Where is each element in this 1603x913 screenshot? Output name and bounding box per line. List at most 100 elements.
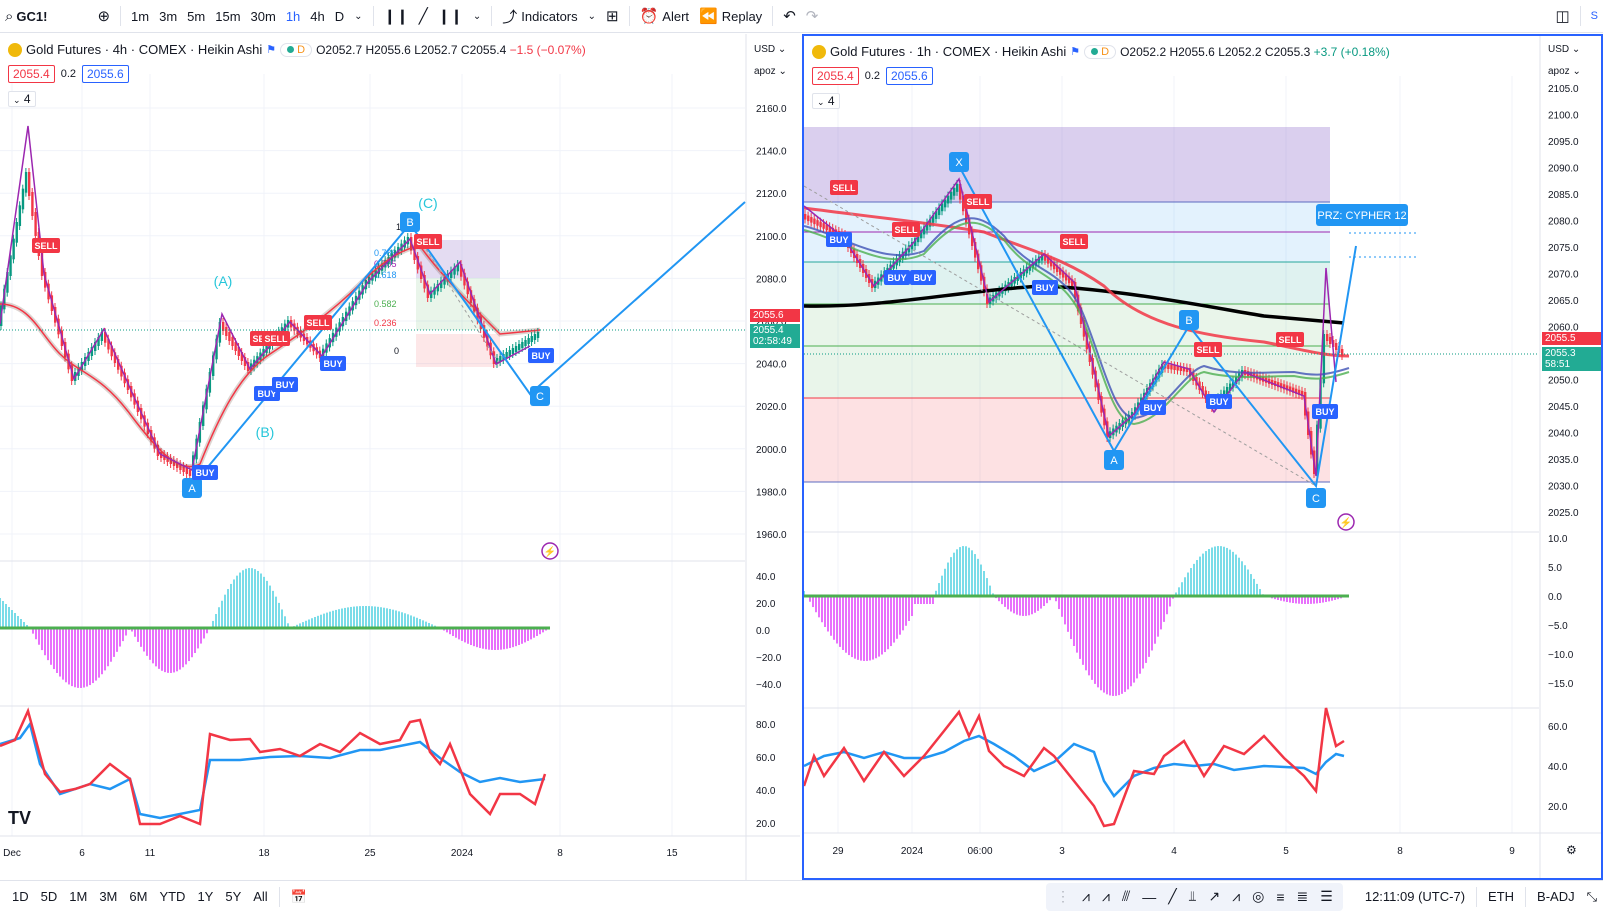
left-chart-pane[interactable]: Gold Futures · 4h · COMEX · Heikin Ashi …	[0, 34, 800, 880]
bid-button[interactable]: 2055.4	[812, 67, 859, 85]
lightning-icon[interactable]	[1337, 513, 1355, 531]
bid-button[interactable]: 2055.4	[8, 65, 55, 83]
sell-signal[interactable]: SELL	[964, 194, 992, 209]
interval-30m[interactable]: 30m	[250, 8, 276, 24]
ask-button[interactable]: 2055.6	[82, 65, 129, 83]
range-ytd[interactable]: YTD	[159, 889, 186, 904]
compare-button[interactable]: ⊕	[92, 0, 115, 33]
range-1d[interactable]: 1D	[12, 889, 29, 904]
marker-c[interactable]: C	[530, 386, 550, 406]
interval-3m[interactable]: 3m	[159, 8, 178, 24]
right-chart-title[interactable]: Gold Futures · 1h · COMEX · Heikin Ashi	[830, 44, 1067, 59]
templates-button[interactable]: ⊞	[601, 0, 624, 33]
date-range-button[interactable]: 📅	[285, 881, 313, 913]
right-time-axis[interactable]: 29 2024 06:00 3 4 5 8 9	[832, 846, 1515, 857]
buy-signal[interactable]: BUY	[320, 356, 346, 371]
marker-b[interactable]: B	[400, 212, 420, 232]
interval-1m[interactable]: 1m	[131, 8, 150, 24]
session-button[interactable]: ETH	[1488, 889, 1515, 904]
fib-retracement-icon[interactable]: ≡	[1276, 888, 1285, 905]
buy-signal[interactable]: BUY	[272, 377, 298, 392]
parallel-channel-icon[interactable]: ⫻	[1121, 888, 1131, 904]
redo-button[interactable]: ↷	[801, 0, 824, 33]
data-status-badge[interactable]: D	[280, 42, 313, 57]
tradingview-logo-icon[interactable]: TV	[8, 808, 31, 828]
right-chart-pane[interactable]: Gold Futures · 1h · COMEX · Heikin Ashi …	[802, 34, 1603, 880]
buy-signal[interactable]: BUY	[1032, 280, 1058, 295]
abcd-pattern-icon[interactable]: ⩘	[1101, 888, 1110, 904]
interval-5m[interactable]: 5m	[187, 8, 206, 24]
marker-b[interactable]: B	[1179, 310, 1199, 330]
chart-type-button[interactable]: ╱	[414, 0, 433, 33]
trend-line-icon[interactable]: ╱	[1168, 888, 1177, 904]
flag-icon[interactable]: ⚑	[266, 44, 277, 56]
sell-signal[interactable]: SELL	[892, 222, 920, 237]
sell-signal[interactable]: SELL	[1276, 332, 1304, 347]
clock-display[interactable]: 12:11:09 (UTC-7)	[1364, 889, 1466, 904]
head-shoulders-icon[interactable]: ⩘	[1232, 888, 1241, 904]
layout-button[interactable]: ◫	[1550, 0, 1574, 33]
undo-button[interactable]: ↶	[778, 0, 801, 33]
fib-extension-icon[interactable]: ≣	[1296, 888, 1309, 904]
buy-signal[interactable]: BUY	[1140, 400, 1166, 415]
replay-button[interactable]: ⏪ Replay	[694, 0, 767, 33]
fib-circle-icon[interactable]: ◎	[1252, 888, 1265, 904]
prz-label[interactable]: PRZ: CYPHER 12	[1316, 204, 1408, 226]
alert-button[interactable]: ⏰ Alert	[635, 0, 694, 33]
ask-button[interactable]: 2055.6	[886, 67, 933, 85]
buy-signal[interactable]: BUY	[528, 348, 554, 363]
marker-a[interactable]: A	[182, 478, 202, 498]
currency-selector[interactable]: USD ⌄	[754, 44, 786, 55]
drag-handle-icon[interactable]: ⋮	[1056, 888, 1071, 904]
flag-icon[interactable]: ⚑	[1070, 46, 1081, 58]
buy-signal[interactable]: BUY	[826, 232, 852, 247]
symbol-search[interactable]: ⌕ GC1!	[0, 0, 52, 33]
left-chart-canvas[interactable]: 1 0.786 0.705 0.618 0.582 0.236 0 A B C …	[0, 34, 800, 880]
marker-a[interactable]: A	[1104, 450, 1124, 470]
right-panel-button[interactable]: S	[1590, 10, 1598, 22]
marker-c[interactable]: C	[1306, 488, 1326, 508]
interval-dropdown[interactable]: ⌄	[349, 0, 367, 33]
left-chart-title[interactable]: Gold Futures · 4h · COMEX · Heikin Ashi	[26, 42, 263, 57]
scale-selector[interactable]: apoz ⌄	[754, 66, 787, 77]
sell-signal[interactable]: SELL	[414, 234, 442, 249]
legend-collapse-button[interactable]: ⌄ 4	[8, 91, 36, 107]
interval-4h[interactable]: 4h	[310, 8, 325, 24]
range-5d[interactable]: 5D	[40, 889, 58, 904]
scale-selector[interactable]: apoz ⌄	[1548, 66, 1581, 77]
range-3m[interactable]: 3M	[99, 889, 118, 904]
gear-icon[interactable]: ⚙	[1566, 843, 1577, 857]
data-status-badge[interactable]: D	[1084, 44, 1117, 59]
adjustment-button[interactable]: B-ADJ	[1537, 889, 1575, 904]
gann-fan-icon[interactable]: ☰	[1320, 888, 1333, 904]
fullscreen-button[interactable]: ⤡	[1581, 881, 1603, 913]
legend-collapse-button[interactable]: ⌄ 4	[812, 93, 840, 109]
indicators-button[interactable]: ⤴ Indicators	[497, 0, 582, 33]
interval-15m[interactable]: 15m	[215, 8, 241, 24]
range-1y[interactable]: 1Y	[197, 889, 214, 904]
buy-signal[interactable]: BUY	[1206, 394, 1232, 409]
sell-signal[interactable]: SELL	[1194, 342, 1222, 357]
xabcd-pattern-icon[interactable]: ⩘	[1082, 888, 1090, 904]
range-1m[interactable]: 1M	[69, 889, 88, 904]
left-time-axis[interactable]: Dec 6 11 18 25 2024 8 15	[3, 848, 678, 859]
bar-style-button[interactable]: ❙❙	[379, 0, 414, 33]
buy-signal[interactable]: BUY	[1312, 404, 1338, 419]
indicators-dropdown[interactable]: ⌄	[583, 0, 601, 33]
buy-signal[interactable]: BUY	[192, 465, 218, 480]
lightning-icon[interactable]	[541, 542, 559, 560]
sell-signal[interactable]: SELL	[304, 315, 332, 330]
range-6m[interactable]: 6M	[129, 889, 148, 904]
buy-signal[interactable]: BUY	[884, 270, 910, 285]
currency-selector[interactable]: USD ⌄	[1548, 44, 1580, 55]
left-price-axis[interactable]: 2160.0 2140.0 2120.0 2100.0 2080.0 2060.0 2040…	[756, 104, 787, 830]
chart-type-dropdown[interactable]: ⌄	[468, 0, 486, 33]
right-price-axis[interactable]: 2105.0 2100.0 2095.0 2090.0 2085.0 2080.0 2075…	[1548, 84, 1579, 813]
interval-1h[interactable]: 1h	[285, 8, 301, 24]
sell-signal[interactable]: SELL	[1060, 234, 1088, 249]
sell-signal[interactable]: SELL	[262, 331, 290, 346]
interval-d[interactable]: D	[334, 8, 345, 24]
sell-signal[interactable]: SELL	[32, 238, 60, 253]
pitchfork-icon[interactable]: ⫫	[1188, 888, 1197, 904]
sell-signal[interactable]: SELL	[830, 180, 858, 195]
